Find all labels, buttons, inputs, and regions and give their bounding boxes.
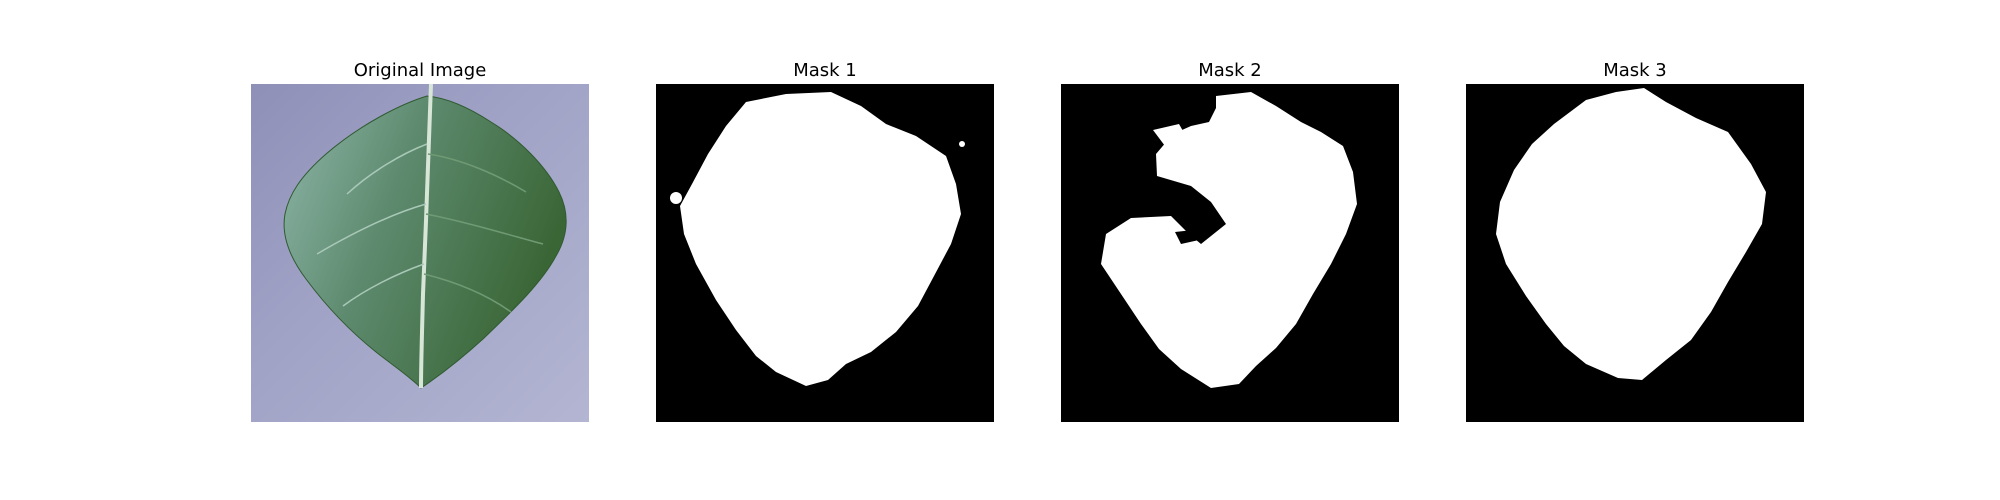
panel-title: Mask 3 <box>1603 60 1667 81</box>
panel-title: Original Image <box>353 60 487 81</box>
mask-3-panel: Mask 3 <box>1466 58 1804 422</box>
leaf-photo <box>251 84 589 422</box>
mask-2-panel: Mask 2 <box>1061 58 1399 422</box>
panel-title: Mask 1 <box>793 60 857 81</box>
mask-1-panel: Mask 1 <box>656 58 994 422</box>
mask-1-image <box>656 84 994 422</box>
original-image-panel: Original Image <box>251 58 589 422</box>
mask-2-image <box>1061 84 1399 422</box>
panel-title: Mask 2 <box>1198 60 1262 81</box>
mask-3-image <box>1466 84 1804 422</box>
